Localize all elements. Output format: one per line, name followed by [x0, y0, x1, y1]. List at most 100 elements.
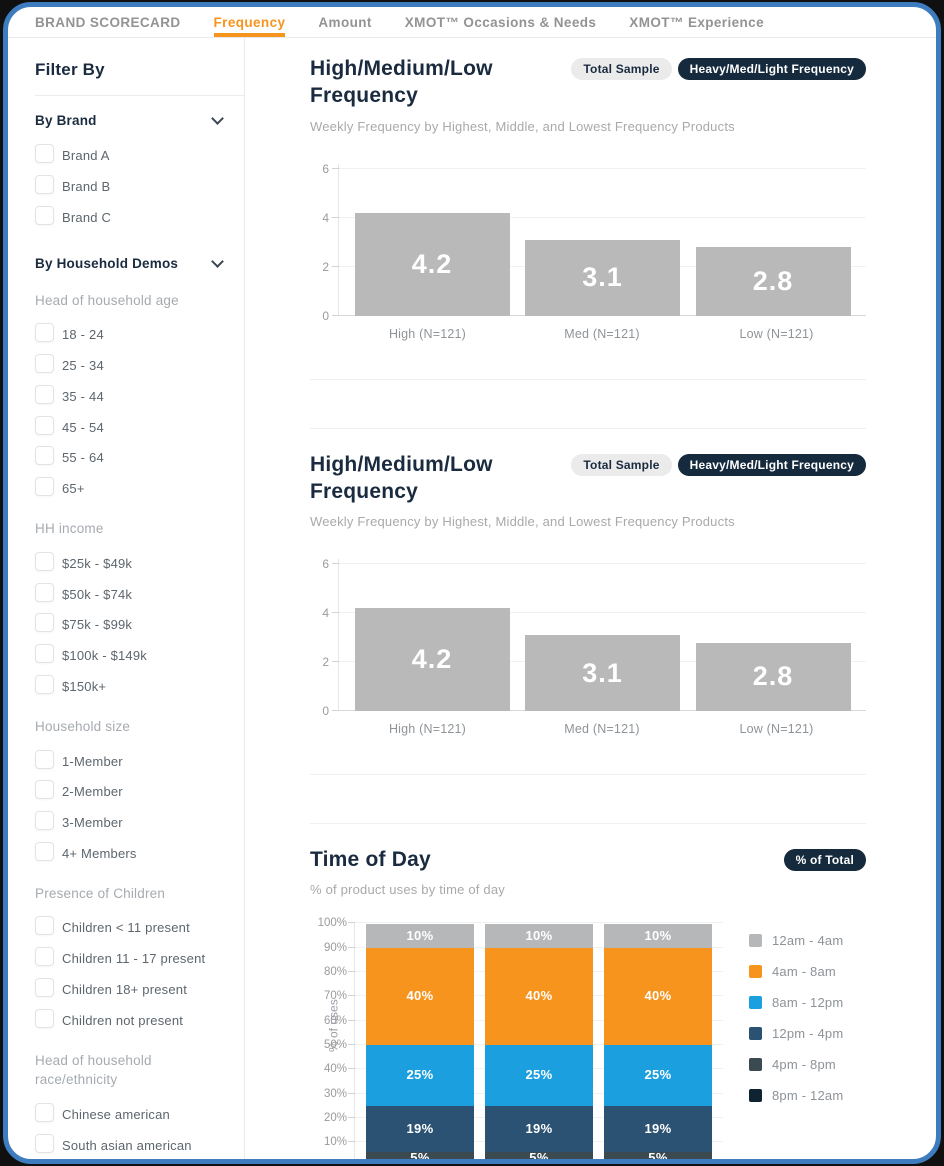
checkbox-3-member[interactable] [35, 811, 54, 831]
checkbox-25-34[interactable] [35, 353, 54, 373]
filter-option-75k-99k[interactable]: $75k - $99k [35, 613, 228, 635]
chart-badges: % of Total [783, 849, 866, 872]
filter-option-brand-b[interactable]: Brand B [35, 174, 228, 197]
filter-option-children-11-17-present[interactable]: Children 11 - 17 present [35, 947, 228, 969]
segment-8am-12pm: 25% [366, 1045, 474, 1106]
y-tick-label: 90% [323, 941, 347, 954]
filter-option-south-asian-american[interactable]: South asian american [35, 1133, 228, 1156]
filter-option-children-18-present[interactable]: Children 18+ present [35, 978, 228, 1000]
y-tick-label: 4 [322, 210, 329, 225]
segment-12am-4am: 10% [366, 923, 474, 948]
segment-4pm-8pm: 5% [366, 1151, 474, 1159]
filter-option-45-54[interactable]: 45 - 54 [35, 415, 228, 438]
legend-swatch [749, 934, 762, 948]
segment-value-label: 5% [648, 1149, 668, 1159]
filter-option-1-member[interactable]: 1-Member [35, 749, 228, 772]
badge-of-total: % of Total [783, 849, 866, 872]
bar-chart: 0 2 4 6 4.2 3.1 2.8 [322, 557, 866, 718]
filter-option-2-member[interactable]: 2-Member [35, 780, 228, 802]
checkbox-children-not-present[interactable] [35, 1008, 54, 1028]
segment-8am-12pm: 25% [485, 1045, 593, 1106]
stacked-bar-category-average: 10% 40% 25% 19% 5% [366, 923, 474, 1159]
chart-title: Time of Day [310, 848, 431, 872]
main-content: High/Medium/Low Frequency Total Sample Hea… [245, 38, 936, 1159]
checkbox-75k-99k[interactable] [35, 613, 54, 633]
badge-total-sample: Total Sample [571, 58, 672, 80]
segment-8am-12pm: 25% [604, 1045, 712, 1106]
checkbox-4-members[interactable] [35, 842, 54, 862]
filter-option-50k-74k[interactable]: $50k - $74k [35, 582, 228, 605]
filter-option-label: 65+ [62, 481, 85, 497]
checkbox-brand-a[interactable] [35, 144, 54, 163]
checkbox-brand-b[interactable] [35, 174, 54, 194]
chart-title: High/Medium/Low Frequency [310, 452, 493, 503]
filter-option-label: $25k - $49k [62, 555, 133, 571]
filter-option-4-members[interactable]: 4+ Members [35, 842, 228, 864]
checkbox-south-asian-american[interactable] [35, 1133, 54, 1153]
filter-option-55-64[interactable]: 55 - 64 [35, 446, 228, 468]
checkbox-55-64[interactable] [35, 446, 54, 466]
badge-heavy-med-light-frequency: Heavy/Med/Light Frequency [677, 58, 866, 80]
filter-option-18-24[interactable]: 18 - 24 [35, 323, 228, 345]
filter-option-65[interactable]: 65+ [35, 477, 228, 499]
sidebar-divider [35, 95, 244, 96]
filter-option-150k[interactable]: $150k+ [35, 675, 228, 697]
chevron-down-icon [211, 254, 224, 268]
bar-med-n-121: 3.1 [525, 239, 680, 316]
filter-option-35-44[interactable]: 35 - 44 [35, 384, 228, 407]
nav-tab-xmot-experience[interactable]: XMOT™ Experience [629, 14, 764, 30]
filter-group-label: Household size [35, 718, 131, 734]
segment-value-label: 19% [644, 1120, 672, 1136]
filter-option-100k-149k[interactable]: $100k - $149k [35, 644, 228, 666]
nav-tab-xmot-occasions-needs[interactable]: XMOT™ Occasions & Needs [404, 14, 597, 30]
plot-area: 010%20%30%40%50%60%70%80%90%100%% of use… [318, 917, 723, 1159]
nav-tab-frequency[interactable]: Frequency [214, 7, 286, 37]
y-tick-label: 80% [323, 966, 347, 979]
checkbox-chinese-american[interactable] [35, 1102, 54, 1122]
section-header-by-brand[interactable]: By Brand [35, 112, 228, 128]
filter-option-25-34[interactable]: 25 - 34 [35, 353, 228, 376]
nav-tab-amount[interactable]: Amount [318, 14, 372, 30]
nav-tab-brand-scorecard[interactable]: BRAND SCORECARD [35, 14, 181, 30]
bars-row: 4.2 3.1 2.8 [339, 164, 866, 316]
legend-label: 8am - 12pm [772, 995, 844, 1011]
checkbox-25k-49k[interactable] [35, 551, 54, 571]
bar-value-label: 4.2 [411, 644, 453, 675]
checkbox-100k-149k[interactable] [35, 644, 54, 664]
bar-value-label: 3.1 [582, 657, 623, 688]
filter-option-label: 35 - 44 [62, 388, 104, 404]
checkbox-65[interactable] [35, 477, 54, 497]
checkbox-brand-c[interactable] [35, 205, 54, 225]
legend-item-8am-12pm: 8am - 12pm [749, 995, 843, 1010]
filter-group-label: Head of household age [35, 292, 179, 308]
filter-option-3-member[interactable]: 3-Member [35, 811, 228, 833]
checkbox-35-44[interactable] [35, 384, 54, 404]
gridline [348, 922, 723, 924]
checkbox-children-18-present[interactable] [35, 978, 54, 998]
checkbox-150k[interactable] [35, 675, 54, 695]
filter-option-brand-a[interactable]: Brand A [35, 144, 228, 166]
checkbox-children-11-present[interactable] [35, 916, 54, 936]
bars-row: 10% 40% 25% 19% 5% 10% 40% 25% 19% 5% 10% 40% 25% 19%… [355, 923, 723, 1159]
filter-option-25k-49k[interactable]: $25k - $49k [35, 551, 228, 574]
y-tick-label: 100% [317, 917, 347, 930]
filter-option-children-not-present[interactable]: Children not present [35, 1008, 228, 1031]
segment-value-label: 40% [644, 988, 672, 1004]
filter-option-brand-c[interactable]: Brand C [35, 205, 228, 228]
chart-title: High/Medium/Low Frequency [310, 57, 493, 108]
filter-option-label: Chinese american [62, 1106, 170, 1122]
filter-option-chinese-american[interactable]: Chinese american [35, 1102, 228, 1125]
legend-label: 12am - 4am [772, 933, 844, 949]
checkbox-50k-74k[interactable] [35, 582, 54, 602]
legend-label: 12pm - 4pm [772, 1026, 844, 1042]
filter-option-label: Children 11 - 17 present [62, 951, 206, 967]
chart-legend: 12am - 4am 4am - 8am 8am - 12pm 12pm - 4pm 4… [749, 923, 843, 1159]
checkbox-children-11-17-present[interactable] [35, 947, 54, 967]
checkbox-2-member[interactable] [35, 780, 54, 800]
stacked-chart: 010%20%30%40%50%60%70%80%90%100%% of use… [310, 917, 866, 1159]
filter-option-children-11-present[interactable]: Children < 11 present [35, 916, 228, 938]
checkbox-1-member[interactable] [35, 749, 54, 769]
checkbox-45-54[interactable] [35, 415, 54, 435]
checkbox-18-24[interactable] [35, 323, 54, 343]
section-header-by-household-demos[interactable]: By Household Demos [35, 254, 228, 271]
